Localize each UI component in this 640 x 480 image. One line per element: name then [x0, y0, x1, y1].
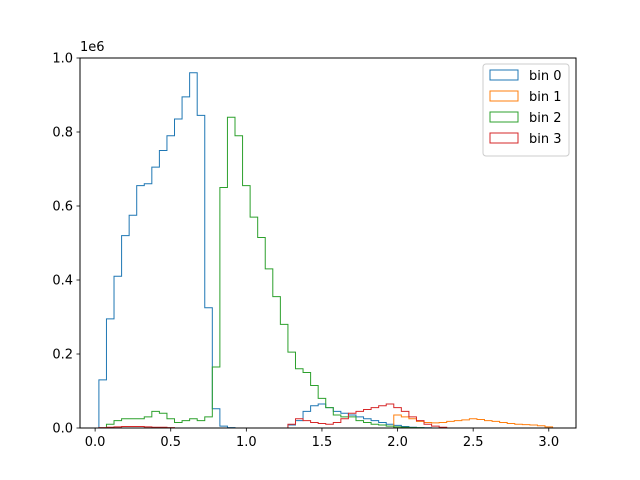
series-line-3 [98, 403, 448, 429]
series-line-1 [393, 414, 554, 428]
y-tick-label: 0.6 [52, 200, 73, 215]
x-tick-label: 0.5 [160, 435, 181, 450]
x-tick-label: 1.0 [236, 435, 257, 450]
series-line-2 [105, 116, 432, 429]
legend: bin 0 bin 1 bin 2 bin 3 [482, 63, 570, 157]
axes-frame [79, 57, 577, 429]
y-axis: 0.0 0.2 0.4 0.6 0.8 1.0 [52, 52, 80, 437]
legend-label-2: bin 2 [529, 111, 562, 126]
x-axis: 0.0 0.5 1.0 1.5 2.0 2.5 3.0 [85, 428, 559, 450]
legend-swatch-0 [489, 69, 519, 81]
legend-swatch-2 [489, 111, 519, 123]
legend-swatch-3 [489, 132, 519, 144]
y-tick-label: 1.0 [52, 52, 73, 67]
legend-label-0: bin 0 [529, 69, 562, 84]
x-tick-label: 2.5 [463, 435, 484, 450]
legend-label-1: bin 1 [529, 90, 562, 105]
y-offset-label: 1e6 [80, 40, 105, 55]
y-tick-label: 0.8 [52, 126, 73, 141]
x-tick-label: 1.5 [312, 435, 333, 450]
x-tick-label: 0.0 [85, 435, 106, 450]
x-tick-label: 3.0 [538, 435, 559, 450]
y-tick-label: 0.0 [52, 422, 73, 437]
legend-swatch-1 [489, 90, 519, 102]
x-tick-label: 2.0 [387, 435, 408, 450]
y-tick-label: 0.2 [52, 348, 73, 363]
legend-label-3: bin 3 [529, 132, 562, 147]
y-tick-label: 0.4 [52, 274, 73, 289]
